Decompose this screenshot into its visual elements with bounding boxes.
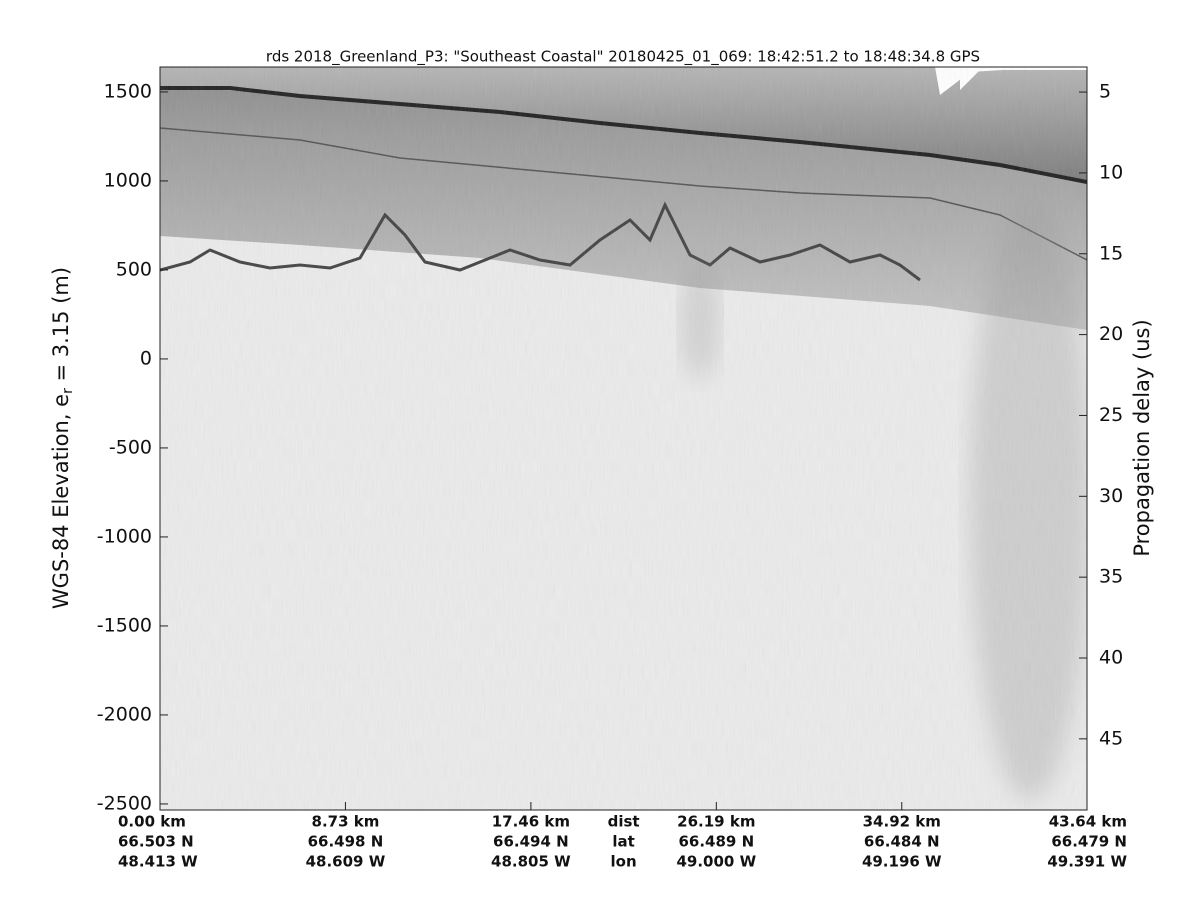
x-tick-label: 26.19 km	[677, 813, 755, 831]
y-tick-label: -2000	[97, 703, 152, 725]
y2-tick-label: 5	[1099, 81, 1111, 103]
y-tick-label: -2500	[97, 792, 152, 814]
x-tick-label: 8.73 km	[312, 813, 380, 831]
row-label: lon	[611, 853, 637, 871]
y2-axis-label: Propagation delay (us)	[1130, 319, 1154, 556]
lon-label: 48.413 W	[118, 853, 198, 871]
y-label-main: WGS-84 Elevation, e	[49, 394, 73, 609]
x-tick-label: 43.64 km	[1049, 813, 1127, 831]
x-tick-label: 34.92 km	[863, 813, 941, 831]
radar-image	[160, 67, 1087, 810]
y-tick-label: 0	[140, 347, 152, 369]
lat-label: 66.494 N	[493, 833, 569, 851]
y2-tick-label: 20	[1099, 323, 1123, 345]
y2-tick-label: 10	[1099, 161, 1123, 183]
y2-tick-label: 25	[1099, 404, 1123, 426]
chart-title: rds 2018_Greenland_P3: "Southeast Coasta…	[266, 48, 980, 67]
y-label-rest: = 3.15 (m)	[49, 267, 73, 388]
y-label-sub: r	[60, 388, 76, 394]
y2-tick-label: 15	[1099, 242, 1123, 264]
lon-label: 49.000 W	[676, 853, 756, 871]
y-tick-label: 1000	[104, 169, 152, 191]
x-tick-label: 17.46 km	[492, 813, 570, 831]
plot-frame	[159, 66, 1088, 811]
y-tick-label: 1500	[104, 80, 152, 102]
y2-tick-label: 35	[1099, 566, 1123, 588]
row-label: lat	[612, 833, 634, 851]
speckle	[160, 67, 1087, 810]
y-tick-label: -500	[109, 436, 152, 458]
lat-label: 66.484 N	[864, 833, 940, 851]
lon-label: 49.391 W	[1047, 853, 1127, 871]
y2-tick-label: 45	[1099, 727, 1123, 749]
y-tick-label: -1500	[97, 614, 152, 636]
y2-tick-label: 30	[1099, 485, 1123, 507]
lat-label: 66.503 N	[118, 833, 194, 851]
x-tick-label: 0.00 km	[118, 813, 186, 831]
y-axis-label: WGS-84 Elevation, er = 3.15 (m)	[49, 267, 76, 609]
lon-label: 48.805 W	[491, 853, 571, 871]
lat-label: 66.498 N	[308, 833, 384, 851]
row-label: dist	[608, 813, 640, 831]
lat-label: 66.479 N	[1051, 833, 1127, 851]
y-tick-label: 500	[116, 258, 152, 280]
y2-tick-label: 40	[1099, 647, 1123, 669]
lon-label: 49.196 W	[862, 853, 942, 871]
lon-label: 48.609 W	[306, 853, 386, 871]
lat-label: 66.489 N	[678, 833, 754, 851]
y-tick-label: -1000	[97, 525, 152, 547]
